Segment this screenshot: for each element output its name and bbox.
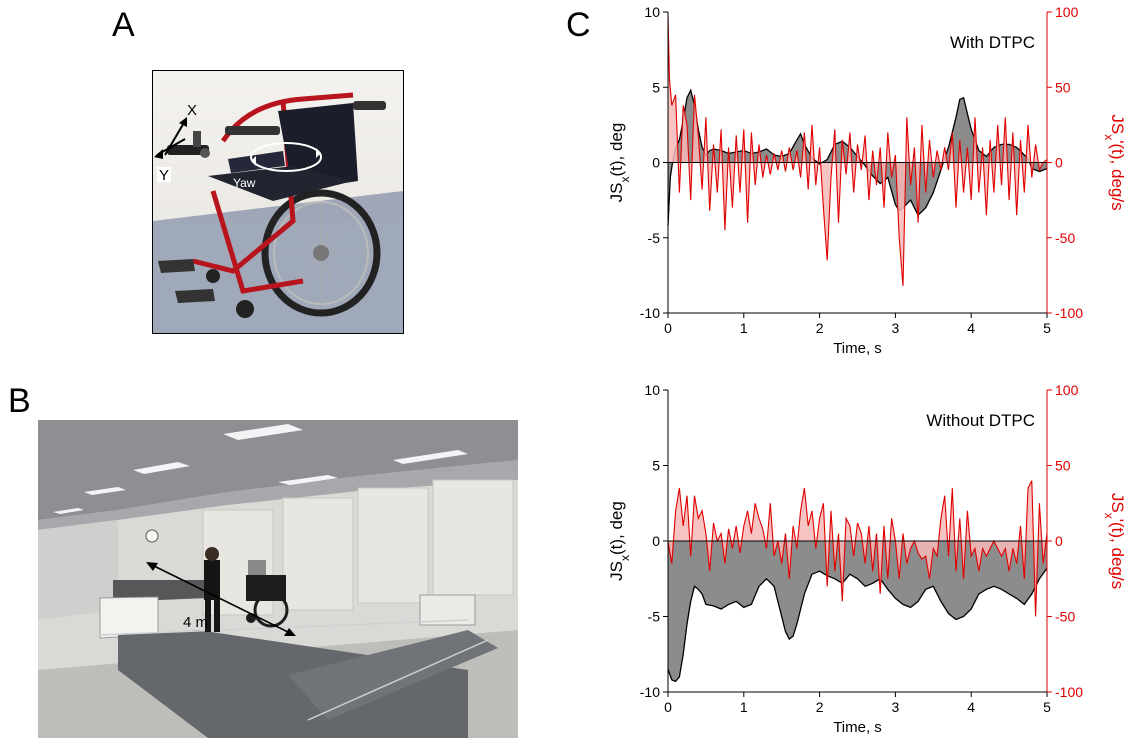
chart2-y-right-tick-label: -50 [1055,609,1075,625]
room-illustration: 4 m [38,420,518,738]
chart2-y-left-title: JSx(t), deg [607,501,632,581]
chart1-y-left-tick-label: 10 [644,4,660,20]
chart1-y-left-tick-label: -5 [648,230,661,246]
chart2-y-right-tick-label: 50 [1055,458,1071,474]
room-photo: 4 m [38,420,518,738]
distance-label: 4 m [183,614,208,631]
chart2-x-tick-label: 3 [892,699,900,715]
chart1-x-tick-label: 4 [967,320,975,336]
chart1-x-tick-label: 1 [740,320,748,336]
chart1-y-left-tick-label: 5 [652,79,660,95]
chart1-y-right-tick-label: 0 [1055,155,1063,171]
wheelchair-photo: X Y Yaw [152,70,404,334]
chart1-x-tick-label: 3 [892,320,900,336]
chart1-y-right-tick-label: 100 [1055,4,1079,20]
chart1-x-axis-title: Time, s [833,340,882,357]
panel-label-a: A [112,6,135,44]
chart2-y-left-tick-label: -5 [648,609,661,625]
chart1-x-tick-label: 0 [664,320,672,336]
chart1-y-right-tick-label: -100 [1055,305,1083,321]
chart2-x-axis-title: Time, s [833,719,882,736]
chart1-x-tick-label: 5 [1043,320,1051,336]
panel-label-c: C [566,6,591,44]
distance-arrow [149,563,293,635]
chart1-y-right-title: JSx'(t), deg/s [1102,114,1127,210]
chart2-y-left-tick-label: 5 [652,458,660,474]
chart1-annotation: With DTPC [950,33,1035,52]
wheelchair-illustration: X Y Yaw [153,71,403,333]
chart2-y-left-tick-label: -10 [640,684,660,700]
chart1-x-tick-label: 2 [816,320,824,336]
axis-y-label: Y [159,167,169,184]
chart2-series-left-area [668,541,1047,682]
chart2-x-tick-label: 2 [816,699,824,715]
chart2-series-right-area [668,480,1047,617]
chart2-series-right-line [667,480,1048,617]
chart2-y-left-tick-label: 0 [652,533,660,549]
chart2-y-right-tick-label: 100 [1055,382,1079,398]
chart2-y-right-tick-label: -100 [1055,684,1083,700]
chart2-y-right-tick-label: 0 [1055,533,1063,549]
chart1-y-right-tick-label: 50 [1055,79,1071,95]
axis-x-label: X [187,102,197,119]
chart2-x-tick-label: 1 [740,699,748,715]
yaw-label: Yaw [233,176,256,190]
chart1-y-left-title: JSx(t), deg [607,123,632,203]
chart2-y-right-title: JSx'(t), deg/s [1102,493,1127,589]
chart2-x-tick-label: 4 [967,699,975,715]
chart2-series-left-line [667,567,1048,683]
chart1-y-left-tick-label: 0 [652,155,660,171]
chart2-annotation: Without DTPC [926,411,1035,430]
chart2-x-tick-label: 0 [664,699,672,715]
chart1-y-left-tick-label: -10 [640,305,660,321]
chart2-y-left-tick-label: 10 [644,382,660,398]
chart1-y-right-tick-label: -50 [1055,230,1075,246]
chart1-series-right-line [667,14,1048,286]
panel-label-b: B [8,382,31,420]
chart2-x-tick-label: 5 [1043,699,1051,715]
